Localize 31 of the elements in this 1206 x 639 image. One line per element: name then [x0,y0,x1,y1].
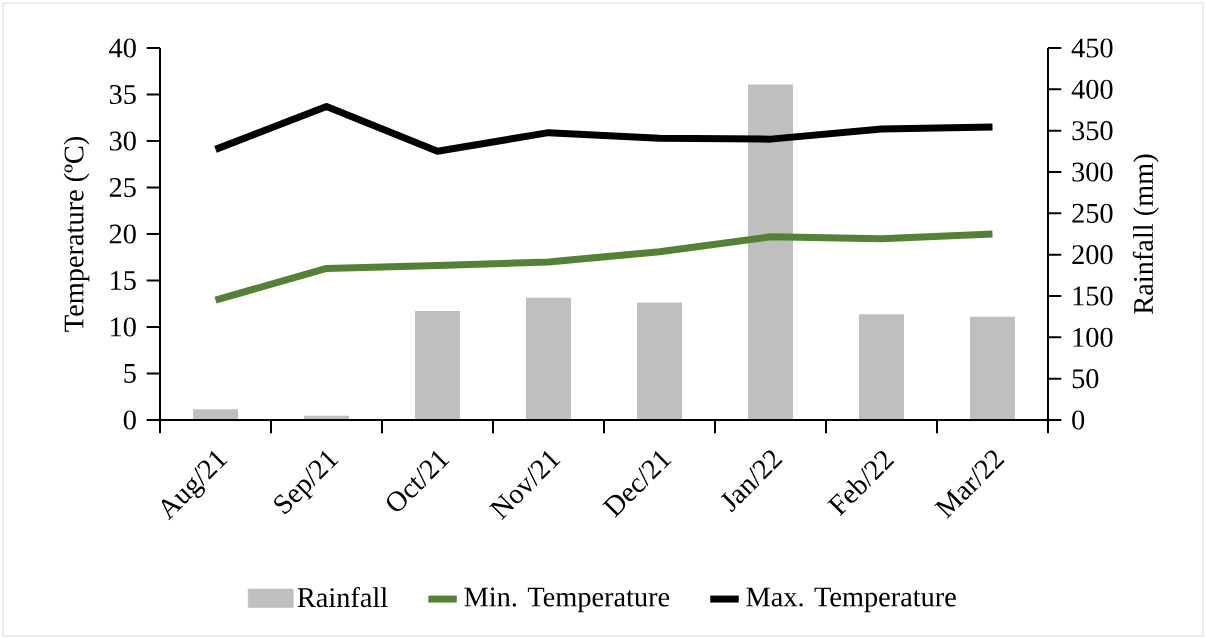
bar [858,314,904,420]
bar [747,84,793,420]
y-tick-label: 40 [109,38,136,58]
y2-tick-label: 400 [1071,79,1113,99]
y2-tick-label: 100 [1073,327,1113,347]
legend-label: Max. Temperature [746,587,956,613]
y2-tick-label: 50 [1072,369,1099,389]
bar [636,302,682,420]
y-tick-label: 25 [109,177,136,198]
y-axis-title: Temperature (ºC) [63,137,90,332]
y2-tick-label: 200 [1072,245,1113,265]
y-tick-label: 15 [111,271,136,290]
y2-tick-label: 300 [1072,162,1113,182]
y-tick-label: 0 [123,410,136,430]
y2-tick-label: 450 [1071,38,1113,58]
y-tick-label: 35 [109,84,136,105]
y-tick-label: 10 [111,317,136,337]
y2-tick-label: 350 [1072,121,1113,141]
y2-tick-label: 0 [1072,410,1085,430]
bar [526,297,571,420]
y2-tick-label: 150 [1073,286,1113,306]
bar [193,409,238,420]
y2-axis-title: Rainfall (mm) [1132,154,1159,314]
bar [415,310,460,420]
y-tick-label: 30 [109,131,136,151]
bar [969,316,1015,420]
y-tick-label: 20 [109,224,136,244]
legend-label: Min. Temperature [464,587,670,613]
legend-label: Rainfall [297,586,388,608]
y2-tick-label: 250 [1072,203,1113,223]
y-tick-label: 5 [124,364,136,383]
